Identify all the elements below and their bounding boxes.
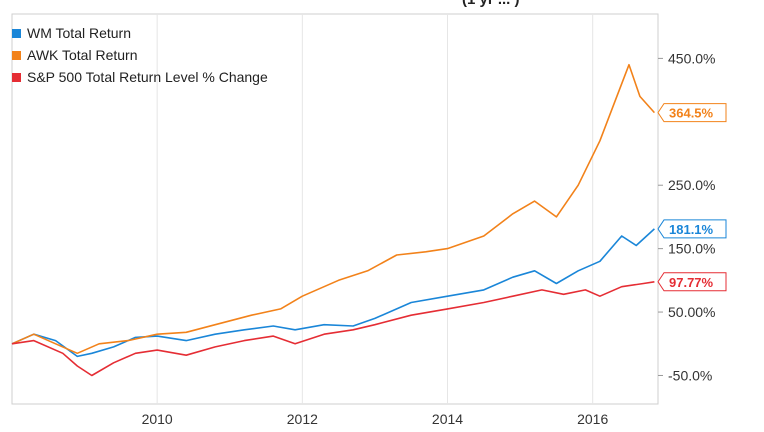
legend-swatch	[12, 72, 21, 82]
end-label: 97.77%	[657, 272, 727, 292]
end-label: 181.1%	[657, 219, 727, 239]
legend: WM Total Return AWK Total Return S&P 500 T…	[12, 22, 268, 88]
x-gridlines	[156, 14, 594, 404]
y-tick-label: 50.00%	[668, 304, 715, 320]
x-tick-label: 2014	[432, 411, 463, 427]
series-line	[11, 63, 655, 355]
end-value-labels: 181.1% 364.5% 97.77%	[657, 103, 727, 292]
chart-title: (1 yr ... )	[462, 0, 520, 8]
end-label-box	[657, 272, 727, 292]
y-tick-label: -50.0%	[668, 367, 712, 383]
legend-label: WM Total Return	[27, 25, 131, 41]
series-line	[11, 228, 655, 358]
y-tick-label: 150.0%	[668, 241, 715, 257]
legend-item: S&P 500 Total Return Level % Change	[12, 66, 268, 88]
end-label: 364.5%	[657, 103, 727, 123]
legend-swatch	[12, 28, 21, 38]
y-tick-label: 250.0%	[668, 177, 715, 193]
end-label-box	[657, 103, 727, 123]
legend-label: S&P 500 Total Return Level % Change	[27, 69, 268, 85]
series-line	[11, 281, 655, 377]
end-label-text: 181.1%	[669, 222, 714, 237]
legend-item: WM Total Return	[12, 22, 268, 44]
x-tick-label: 2010	[142, 411, 173, 427]
end-label-text: 364.5%	[669, 106, 714, 121]
y-tick-label: 450.0%	[668, 50, 715, 66]
legend-item: AWK Total Return	[12, 44, 268, 66]
y-axis-ticks: -50.0% 50.00% 150.0% 250.0% 450.0%	[658, 50, 715, 383]
end-label-box	[657, 219, 727, 239]
x-tick-label: 2016	[577, 411, 608, 427]
series-lines	[11, 63, 655, 377]
plot-background	[11, 13, 659, 405]
legend-swatch	[12, 50, 21, 60]
x-axis-ticks: 2010 2012 2014 2016	[142, 411, 609, 427]
end-label-text: 97.77%	[669, 275, 714, 290]
legend-label: AWK Total Return	[27, 47, 138, 63]
x-tick-label: 2012	[287, 411, 318, 427]
